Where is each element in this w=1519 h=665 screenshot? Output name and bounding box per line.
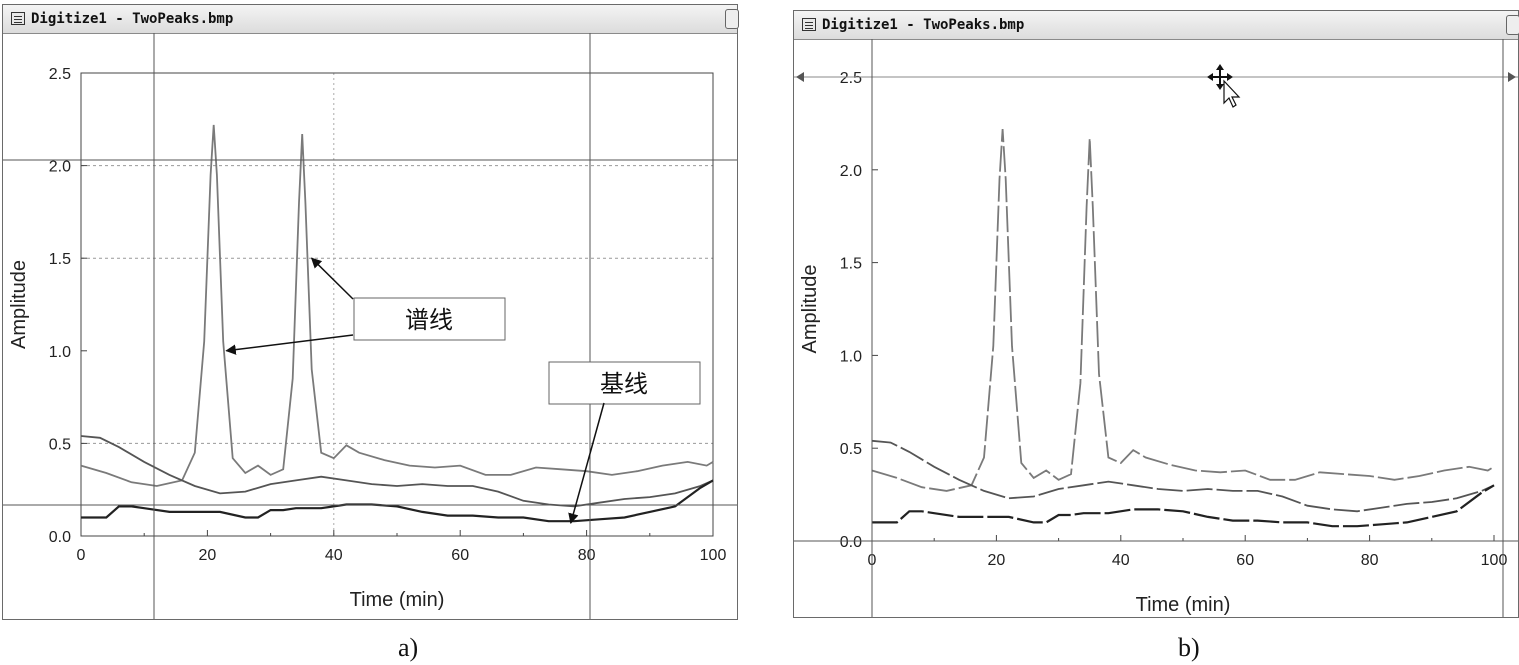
x-tick-label: 100	[1481, 552, 1508, 569]
move-arrows	[1207, 64, 1233, 90]
caption-a: a)	[398, 633, 419, 662]
x-tick-label: 80	[578, 547, 596, 564]
series-line-2	[80, 435, 714, 508]
series-line-3	[872, 484, 1495, 528]
title-bar[interactable]: Digitize1 - TwoPeaks.bmp	[3, 5, 739, 34]
y-axis-title: Amplitude	[799, 265, 821, 354]
move-cursor-icon	[1207, 64, 1241, 108]
y-tick-label: 1.5	[49, 251, 71, 268]
y-tick-label: 0.0	[49, 529, 71, 546]
y-tick-label: 2.0	[49, 159, 71, 176]
y-tick-label: 0.0	[840, 534, 862, 551]
series-line-1	[871, 128, 1495, 492]
y-tick-label: 0.5	[840, 441, 862, 458]
series-line-1	[80, 124, 714, 487]
spectral-line-arrow	[225, 334, 354, 355]
pointer-icon	[1223, 79, 1241, 108]
x-tick-label: 80	[1361, 552, 1379, 569]
x-tick-label: 100	[700, 547, 727, 564]
y-tick-label: 2.5	[49, 66, 71, 83]
chart-a[interactable]: 0 20 40 60 80 100 0.0 0.5 1.0 1.5 2.0 2.5 Time (min)…	[3, 33, 737, 619]
digitizer-window-a: Digitize1 - TwoPeaks.bmp 0 20 40 60 80 100 0.0…	[2, 4, 739, 620]
caption-b: b)	[1178, 633, 1200, 662]
y-axis-title: Amplitude	[8, 260, 30, 349]
y-tick-label: 1.0	[49, 344, 71, 361]
x-tick-label: 40	[1112, 552, 1130, 569]
window-control-button[interactable]	[1506, 15, 1519, 35]
spectral-line-arrow	[310, 257, 354, 300]
y-tick-label: 1.0	[840, 348, 862, 365]
baseline-arrow	[568, 402, 605, 525]
window-icon	[802, 18, 816, 31]
spectral-line-label-box	[353, 297, 506, 341]
x-axis-title: Time (min)	[350, 589, 445, 611]
x-tick-label: 20	[988, 552, 1006, 569]
x-tick-label: 60	[451, 547, 469, 564]
x-tick-label: 20	[199, 547, 217, 564]
x-axis-title: Time (min)	[1136, 594, 1231, 616]
window-icon	[11, 12, 25, 25]
baseline-label: 基线	[600, 371, 648, 398]
digitizer-window-b: Digitize1 - TwoPeaks.bmp 0 20 40 60 80 100 0.0…	[793, 10, 1519, 618]
window-title: Digitize1 - TwoPeaks.bmp	[31, 11, 234, 27]
x-tick-label: 0	[77, 547, 86, 564]
x-tick-label: 60	[1236, 552, 1254, 569]
right-handle-icon	[1508, 72, 1516, 82]
y-tick-label: 2.0	[840, 163, 862, 180]
left-handle-icon	[796, 72, 804, 82]
spectral-line-label: 谱线	[405, 307, 453, 334]
y-tick-label: 0.5	[49, 436, 71, 453]
title-bar[interactable]: Digitize1 - TwoPeaks.bmp	[794, 11, 1519, 40]
y-tick-label: 2.5	[840, 70, 862, 87]
y-tick-label: 1.5	[840, 256, 862, 273]
baseline-label-box	[548, 361, 701, 405]
x-tick-label: 40	[325, 547, 343, 564]
series-line-2	[871, 439, 1495, 513]
window-title: Digitize1 - TwoPeaks.bmp	[822, 17, 1025, 33]
window-control-button[interactable]	[725, 9, 739, 29]
